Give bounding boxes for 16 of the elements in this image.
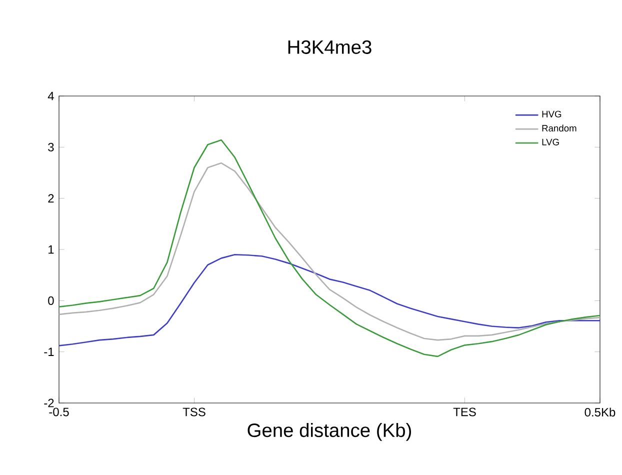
- y-tick-label: 2: [48, 194, 54, 203]
- x-tick-label: -0.5: [49, 408, 69, 416]
- y-tick-label: 1: [48, 245, 54, 254]
- y-tick-label: 3: [48, 142, 54, 152]
- x-axis-title: Gene distance (Kb): [248, 423, 411, 441]
- x-tick-label: TES: [453, 408, 476, 416]
- y-tick-label: 4: [48, 92, 54, 100]
- legend-label: LVG: [542, 138, 559, 146]
- legend-label: HVG: [542, 110, 562, 118]
- chart-title: H3K4me3: [288, 40, 372, 54]
- x-tick-label: 0.5Kb: [584, 408, 616, 417]
- y-tick-label: -2: [44, 398, 54, 408]
- x-tick-label: TSS: [182, 408, 206, 416]
- y-tick-label: 0: [48, 296, 54, 305]
- y-tick-label: -1: [44, 348, 54, 356]
- legend-label: Random: [542, 124, 576, 132]
